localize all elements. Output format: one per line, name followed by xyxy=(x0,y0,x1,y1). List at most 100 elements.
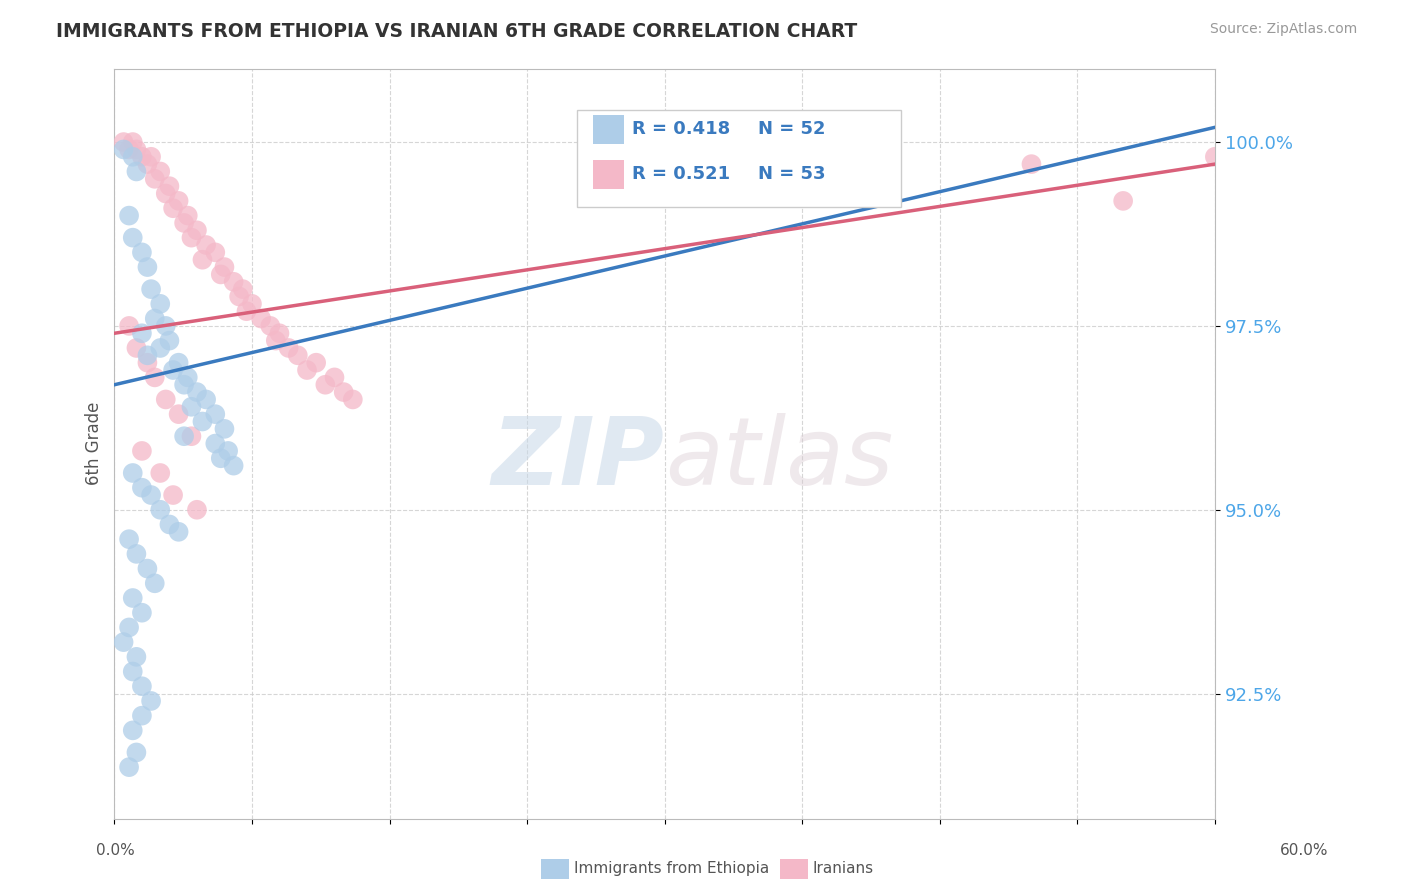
Point xyxy=(162,488,184,502)
Point xyxy=(1112,194,1135,208)
Point xyxy=(136,348,159,362)
Point xyxy=(125,143,148,157)
Point xyxy=(1204,150,1226,164)
Point xyxy=(222,458,245,473)
Bar xyxy=(593,115,624,144)
Point xyxy=(173,377,195,392)
Bar xyxy=(593,160,624,188)
Point xyxy=(167,356,190,370)
Point xyxy=(131,679,153,693)
Point xyxy=(180,230,202,244)
Point xyxy=(204,407,226,421)
Point xyxy=(167,524,190,539)
Point xyxy=(136,356,159,370)
Point xyxy=(125,649,148,664)
Text: N = 53: N = 53 xyxy=(758,165,825,183)
Point xyxy=(125,746,148,760)
Point xyxy=(209,268,232,282)
Point xyxy=(323,370,346,384)
Point xyxy=(139,282,162,296)
Point xyxy=(131,326,153,341)
Point xyxy=(121,466,143,480)
Point xyxy=(277,341,299,355)
Text: ZIP: ZIP xyxy=(492,413,665,505)
Point xyxy=(131,444,153,458)
Point xyxy=(180,400,202,414)
Point xyxy=(305,356,328,370)
Point xyxy=(149,297,172,311)
Point xyxy=(125,547,148,561)
Point xyxy=(342,392,364,407)
Point xyxy=(186,502,208,516)
Point xyxy=(121,230,143,244)
Point xyxy=(1021,157,1043,171)
Point xyxy=(155,392,177,407)
Point xyxy=(159,517,181,532)
Point xyxy=(332,385,354,400)
Point xyxy=(159,179,181,194)
Text: R = 0.521: R = 0.521 xyxy=(631,165,730,183)
Text: Immigrants from Ethiopia: Immigrants from Ethiopia xyxy=(574,862,769,876)
Y-axis label: 6th Grade: 6th Grade xyxy=(86,402,103,485)
Point xyxy=(143,171,166,186)
Point xyxy=(121,591,143,605)
Point xyxy=(121,665,143,679)
Point xyxy=(159,334,181,348)
Point xyxy=(118,318,141,333)
Point xyxy=(162,363,184,377)
Point xyxy=(232,282,254,296)
Point xyxy=(162,201,184,215)
Point xyxy=(118,532,141,546)
Point xyxy=(139,488,162,502)
Point xyxy=(204,436,226,450)
Point xyxy=(173,429,195,443)
Point xyxy=(195,392,218,407)
Point xyxy=(131,245,153,260)
Point xyxy=(131,481,153,495)
Point xyxy=(191,252,214,267)
Point xyxy=(186,385,208,400)
Point xyxy=(204,245,226,260)
Point xyxy=(121,135,143,149)
Point xyxy=(186,223,208,237)
Point xyxy=(287,348,309,362)
Point xyxy=(177,370,200,384)
Point xyxy=(173,216,195,230)
Point xyxy=(149,341,172,355)
Text: 0.0%: 0.0% xyxy=(96,843,135,858)
Point xyxy=(143,311,166,326)
Point xyxy=(136,157,159,171)
Text: N = 52: N = 52 xyxy=(758,120,825,138)
Point xyxy=(177,209,200,223)
Text: Source: ZipAtlas.com: Source: ZipAtlas.com xyxy=(1209,22,1357,37)
Point xyxy=(136,260,159,274)
Point xyxy=(214,422,236,436)
Point xyxy=(235,304,257,318)
FancyBboxPatch shape xyxy=(576,110,901,207)
Point xyxy=(259,318,281,333)
Point xyxy=(217,444,239,458)
Text: 60.0%: 60.0% xyxy=(1281,843,1329,858)
Point xyxy=(191,415,214,429)
Point xyxy=(121,150,143,164)
Text: Iranians: Iranians xyxy=(813,862,873,876)
Point xyxy=(121,723,143,738)
Point xyxy=(149,466,172,480)
Point xyxy=(118,209,141,223)
Point xyxy=(125,341,148,355)
Point xyxy=(195,238,218,252)
Point xyxy=(118,760,141,774)
Point xyxy=(112,635,135,649)
Point xyxy=(136,561,159,575)
Point xyxy=(222,275,245,289)
Point xyxy=(180,429,202,443)
Point xyxy=(131,708,153,723)
Point xyxy=(240,297,263,311)
Text: atlas: atlas xyxy=(665,413,893,504)
Point xyxy=(112,143,135,157)
Point xyxy=(139,694,162,708)
Point xyxy=(209,451,232,466)
Text: R = 0.418: R = 0.418 xyxy=(631,120,730,138)
Point xyxy=(125,164,148,178)
Point xyxy=(139,150,162,164)
